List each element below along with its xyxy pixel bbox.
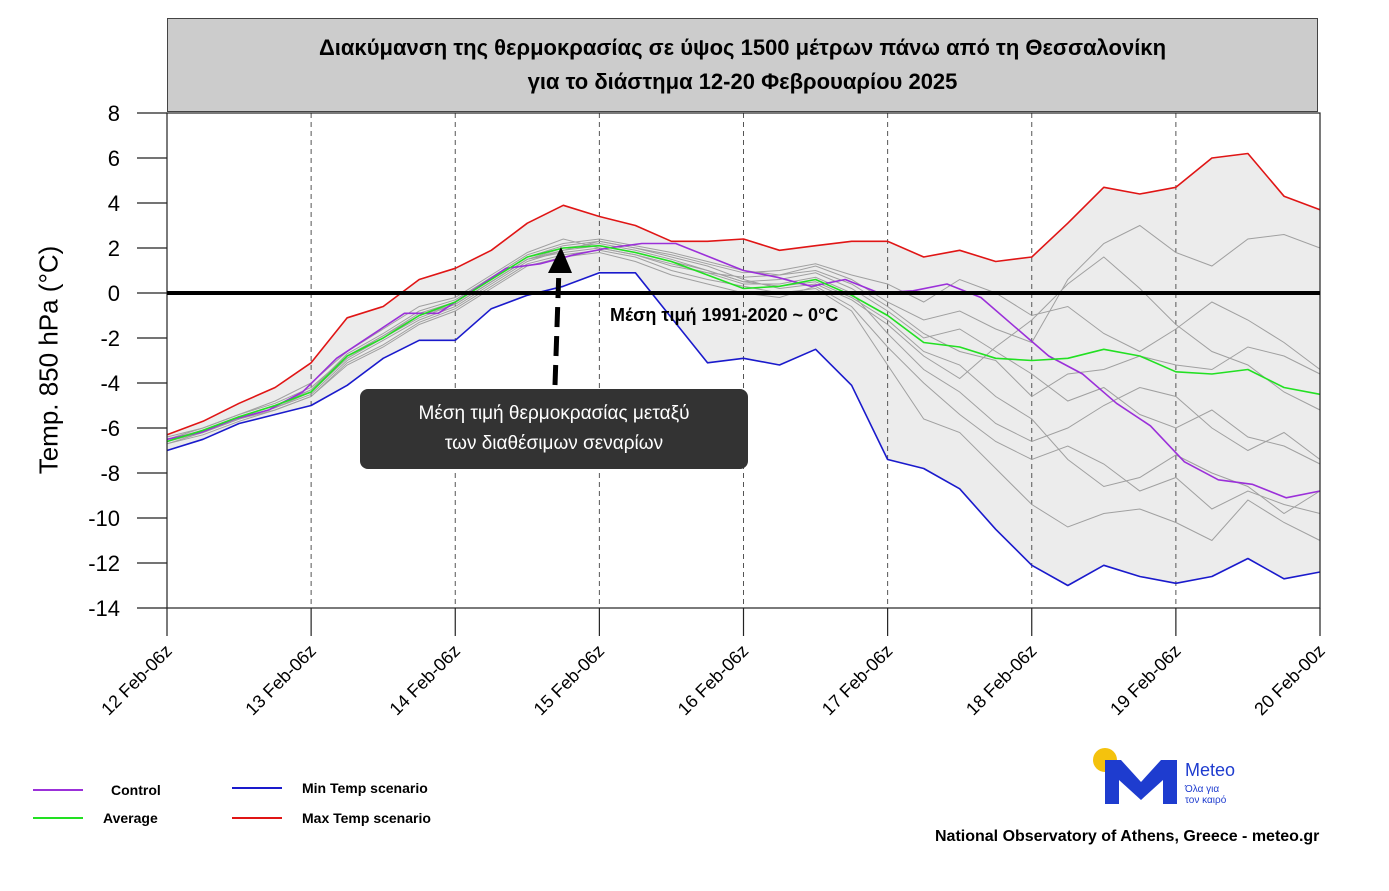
y-tick-label: -10 <box>88 506 120 531</box>
logo-tagline-2: τον καιρό <box>1185 795 1227 806</box>
callout-line-2: των διαθέσιμων σεναρίων <box>444 433 664 454</box>
legend-swatch-average <box>33 817 83 819</box>
x-tick-labels: 12 Feb-06z 13 Feb-06z 14 Feb-06z 15 Feb-06z… <box>97 608 1329 719</box>
logo-name: Meteo <box>1185 760 1236 780</box>
y-tick-label: 8 <box>108 101 120 126</box>
x-tick-label: 13 Feb-06z <box>241 641 320 720</box>
meteo-logo: Meteo Όλα για τον καιρό <box>1093 748 1263 808</box>
y-tick-label: 6 <box>108 146 120 171</box>
x-tick-label: 15 Feb-06z <box>530 641 609 720</box>
x-tick-label: 20 Feb-00z <box>1250 641 1329 720</box>
legend-item-control: Control <box>33 782 161 798</box>
series-line-min-temp-scenario <box>166 271 1321 587</box>
chart-title-box: Διακύμανση της θερμοκρασίας σε ύψος 1500… <box>167 18 1318 112</box>
series-line-average <box>166 244 1321 443</box>
chart-title-line-1: Διακύμανση της θερμοκρασίας σε ύψος 1500… <box>318 35 1167 60</box>
meteo-m-icon <box>1105 760 1177 804</box>
average-callout-box: Μέση τιμή θερμοκρασίας μεταξύ των διαθέσ… <box>360 389 748 469</box>
y-tick-label: 2 <box>108 236 120 261</box>
legend-label-average: Average <box>103 810 158 826</box>
logo-tagline-1: Όλα για <box>1185 784 1220 795</box>
y-tick-labels: 8 6 4 2 0 -2 -4 -6 -8 -10 -12 -14 <box>88 101 167 621</box>
credit-text: National Observatory of Athens, Greece -… <box>935 828 1320 845</box>
logo-tagline: Όλα για τον καιρό <box>1185 784 1226 806</box>
legend-swatch-min <box>232 787 282 789</box>
x-tick-label: 19 Feb-06z <box>1106 641 1185 720</box>
y-axis-label-text: Temp. 850 hPa (°C) <box>33 245 64 475</box>
y-tick-label: -12 <box>88 551 120 576</box>
climate-mean-label: Μέση τιμή 1991-2020 ~ 0°C <box>610 305 839 325</box>
callout-line-1: Μέση τιμή θερμοκρασίας μεταξύ <box>418 403 690 424</box>
legend-swatch-control <box>33 789 83 791</box>
x-tick-label: 14 Feb-06z <box>386 641 465 720</box>
x-tick-label: 18 Feb-06z <box>962 641 1041 720</box>
legend-item-min: Min Temp scenario <box>232 780 428 796</box>
x-tick-label: 17 Feb-06z <box>818 641 897 720</box>
x-tick-label: 12 Feb-06z <box>97 641 176 720</box>
series-line-max-temp-scenario <box>166 152 1321 436</box>
y-tick-label: -2 <box>100 326 120 351</box>
legend-item-average: Average <box>33 810 158 826</box>
arrow-shaft <box>552 267 562 386</box>
ensemble-member-line-5 <box>166 249 1321 542</box>
ensemble-member-line-3 <box>166 240 1321 440</box>
legend-swatch-max <box>232 817 282 819</box>
y-tick-label: -8 <box>100 461 120 486</box>
average-arrow <box>548 247 572 386</box>
arrow-head <box>548 247 572 273</box>
chart-title-line-2: για το διάστημα 12-20 Φεβρουαρίου 2025 <box>527 69 958 94</box>
y-tick-label: -6 <box>100 416 120 441</box>
y-tick-label: 4 <box>108 191 120 216</box>
legend-label-max: Max Temp scenario <box>302 810 431 826</box>
y-tick-label: -14 <box>88 596 120 621</box>
legend-label-control: Control <box>111 782 161 798</box>
ensemble-member-line-9 <box>166 245 1321 515</box>
series-line-control <box>166 242 1321 499</box>
y-axis-label: Temp. 850 hPa (°C) <box>34 246 65 475</box>
legend-item-max: Max Temp scenario <box>232 810 431 826</box>
x-tick-label: 16 Feb-06z <box>674 641 753 720</box>
series-lines-group <box>166 152 1321 587</box>
y-tick-label: -4 <box>100 371 120 396</box>
legend-label-min: Min Temp scenario <box>302 780 428 796</box>
y-tick-label: 0 <box>108 281 120 306</box>
